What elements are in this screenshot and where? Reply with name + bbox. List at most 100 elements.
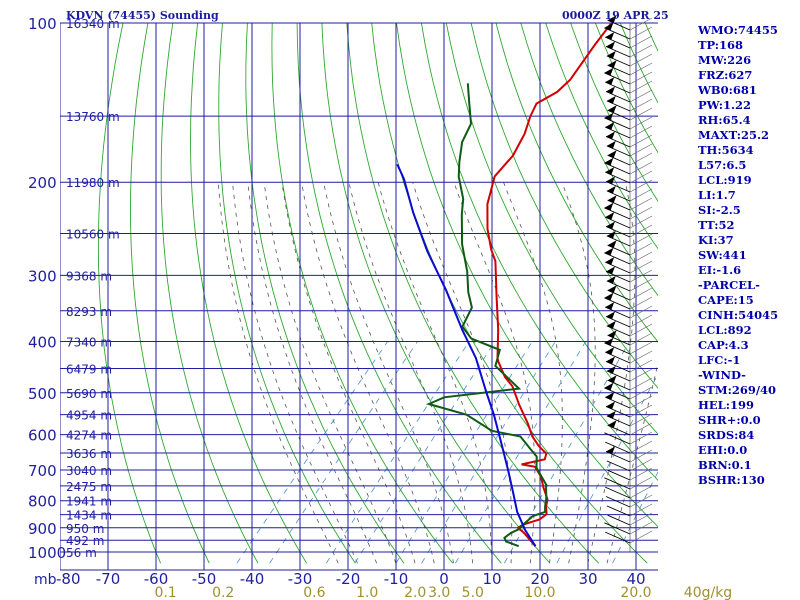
dry-adiabat-line: [97, 23, 162, 564]
height-label: 7340 m: [66, 335, 112, 349]
wind-barb-flag: [605, 167, 615, 176]
wind-barb-staff: [606, 505, 631, 517]
temperature-tick-label: -40: [240, 570, 265, 588]
wind-barb: [605, 32, 653, 49]
wind-barb: [605, 302, 653, 319]
wind-barb-flag: [607, 60, 617, 69]
wind-barb: [606, 95, 653, 112]
stat-item: MW:226: [698, 53, 752, 67]
wind-barb-tick: [629, 233, 653, 247]
mixing-ratio-label: 5.0: [462, 585, 484, 600]
stat-item: -WIND-: [698, 368, 746, 382]
wind-barb-flag: [607, 150, 617, 159]
stat-item: TP:168: [698, 38, 744, 52]
wind-barb-flag: [606, 266, 615, 275]
stat-item: EI:-1.6: [698, 263, 742, 277]
mixing-ratio-line: [556, 373, 658, 564]
wind-barb-tick: [629, 170, 653, 184]
wind-barb: [606, 50, 653, 67]
wind-barb: [607, 195, 653, 211]
wind-barb-tick: [629, 215, 653, 229]
wind-barb-flag: [606, 41, 615, 50]
wind-barbs: [604, 15, 653, 552]
moist-adiabat-line: [377, 182, 493, 564]
wind-barb: [607, 285, 653, 301]
wind-barb-staff: [604, 477, 631, 490]
isotherms: [60, 23, 637, 570]
wind-barb: [605, 167, 653, 184]
wind-barb-tick: [629, 224, 653, 238]
moist-adiabat-line: [263, 182, 397, 564]
moist-adiabat-line: [348, 182, 473, 564]
height-label: 950 m: [66, 522, 104, 536]
mixing-ratio-labels: 0.1 0.2 0.6 1.0 2.0 3.0 5.0 10.0 20.0 40g/kg: [154, 585, 732, 600]
wind-barb-flag: [605, 392, 615, 401]
wind-barb-tick: [629, 242, 653, 256]
wind-barb-tick: [629, 134, 653, 148]
wind-barb-flag: [607, 105, 617, 114]
wind-barb-flag: [606, 356, 615, 365]
wind-barb-tick: [629, 152, 653, 166]
stat-item: WB0:681: [698, 83, 757, 97]
temperature-tick-label: -70: [96, 570, 121, 588]
wind-barb: [605, 494, 653, 508]
stat-item: PW:1.22: [698, 98, 752, 112]
wind-barb: [605, 86, 653, 103]
height-label: 3040 m: [66, 464, 112, 478]
dewpoint-line: [425, 83, 548, 548]
wind-barb-tick: [629, 80, 653, 94]
stat-item: CAP:4.3: [698, 338, 749, 352]
dry-adiabat-line: [160, 23, 259, 564]
wind-barb-tick: [629, 530, 653, 544]
wind-barb: [605, 176, 653, 193]
wind-barb-tick: [629, 305, 653, 319]
wind-barb-tick: [629, 278, 653, 292]
wind-barb-tick: [629, 161, 653, 175]
moist-adiabat-line: [232, 182, 358, 564]
wind-barb: [604, 247, 653, 265]
wind-barb-flag: [604, 247, 614, 256]
wind-barb-flag: [605, 302, 615, 311]
wind-barb-flag: [606, 221, 615, 230]
wind-barb: [604, 521, 653, 535]
mixing-ratio-label: 3.0: [428, 585, 450, 600]
dry-adiabat-line: [346, 23, 600, 564]
wind-barb-tick: [629, 503, 653, 517]
wind-barb-staff: [605, 531, 631, 544]
wind-barb-tick: [629, 476, 653, 490]
wind-barb-tick: [629, 197, 653, 211]
temperature-tick-label: -50: [192, 570, 217, 588]
wind-barb-flag: [605, 257, 615, 266]
wind-barb-flag: [604, 337, 614, 346]
stability-indices-panel: WMO:74455 TP:168 MW:226 FRZ:627 WB0:681 PW:1.…: [698, 23, 778, 488]
mixing-ratio-line: [395, 341, 533, 564]
wind-barb-tick: [629, 377, 653, 391]
stat-item: TH:5634: [698, 143, 754, 157]
wind-barb-flag: [606, 86, 615, 95]
wind-barb: [604, 112, 653, 130]
temperature-tick-label: 10: [482, 570, 501, 588]
stat-item: SRDS:84: [698, 428, 755, 442]
mixing-ratio-label: 1.0: [356, 585, 378, 600]
moist-adiabat-line: [281, 182, 416, 564]
wind-barb: [606, 458, 653, 472]
height-label: 2475 m: [66, 480, 112, 494]
wind-barb: [605, 266, 653, 283]
stat-item: L57:6.5: [698, 158, 747, 172]
wind-barb-flag: [606, 230, 616, 239]
wind-barb: [605, 401, 653, 418]
moist-adiabat-line: [561, 182, 596, 564]
stat-item: LCL:919: [698, 173, 752, 187]
wind-barb-tick: [629, 116, 653, 130]
stat-item: CAPE:15: [698, 293, 754, 307]
wind-barb: [607, 467, 653, 481]
stat-item: SHR+:0.0: [698, 413, 761, 427]
wind-barb-flag: [607, 285, 617, 294]
wind-barb: [605, 356, 653, 373]
wind-barb-staff: [606, 460, 631, 472]
wind-barb-flag: [606, 140, 616, 149]
wind-barb: [604, 292, 653, 310]
wind-barb-flag: [606, 311, 615, 320]
mixing-ratio-line: [455, 341, 587, 564]
height-label: 492 m: [66, 534, 104, 548]
